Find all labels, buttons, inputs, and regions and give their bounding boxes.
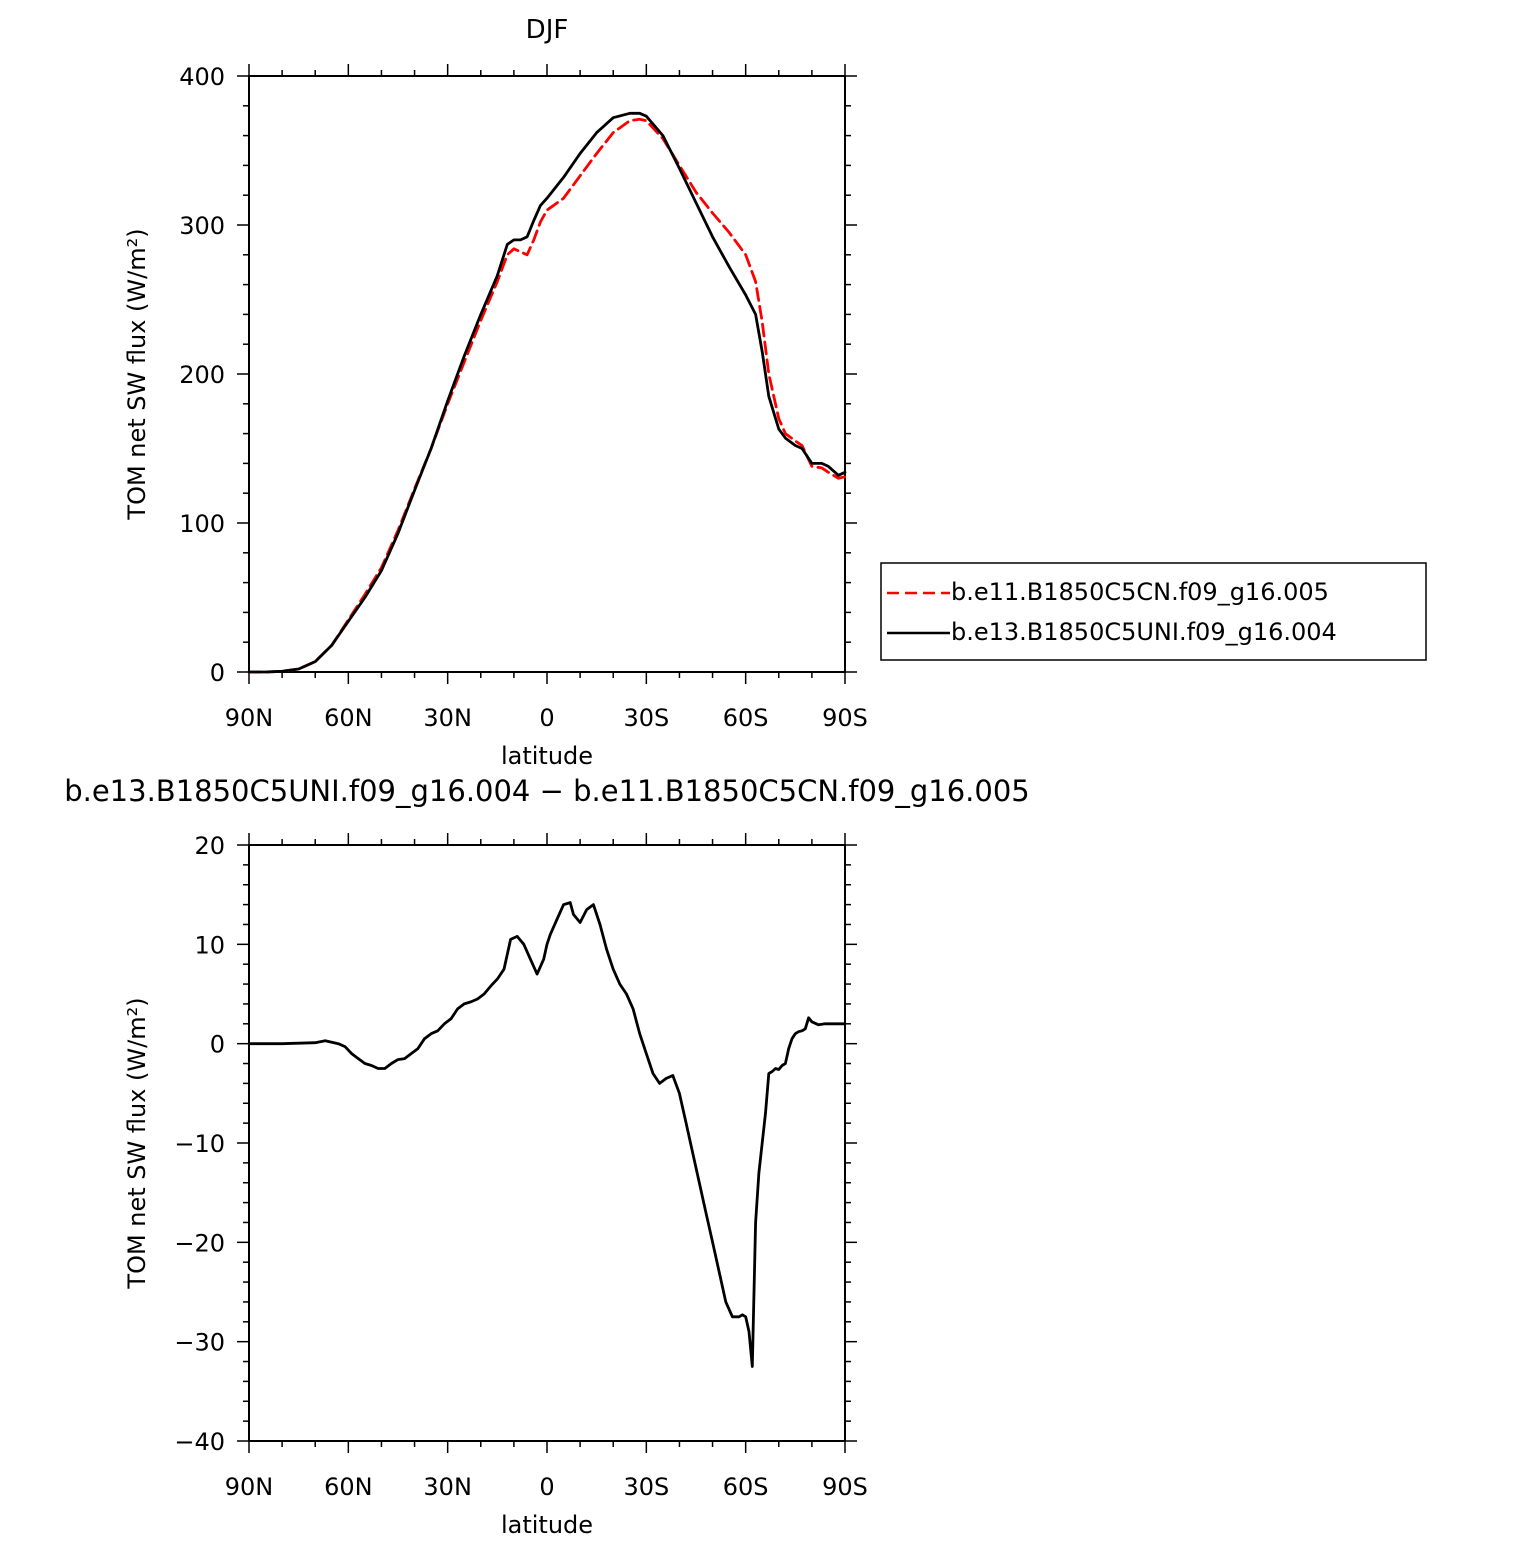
- bottom-x-axis: 90N 60N 30N 0 30S 60S 90S: [225, 833, 868, 1501]
- bottom-x-tick-label: 30S: [623, 1473, 669, 1501]
- legend-box: [880, 562, 1427, 661]
- bottom-series-line-1: [247, 901, 847, 1368]
- bottom-y-tick-label: 10: [194, 931, 225, 959]
- top-y-tick-label: 300: [179, 212, 225, 240]
- top-series-line-1: [247, 117, 847, 674]
- top-y-tick-label: 400: [179, 63, 225, 91]
- bottom-x-tick-label: 90N: [225, 1473, 274, 1501]
- bottom-y-tick-label: 20: [194, 832, 225, 860]
- bottom-y-axis-label: TOM net SW flux (W/m²): [123, 997, 151, 1289]
- top-plot-frame: [248, 75, 846, 673]
- bottom-plot-frame: [248, 844, 846, 1442]
- top-panel: DJF 90N 60N 30N 0 30S 60S 90S 0 100 200 300 400 la…: [123, 15, 868, 770]
- top-x-axis: 90N 60N 30N 0 30S 60S 90S: [225, 64, 868, 732]
- top-y-axis: 0 100 200 300 400: [179, 63, 857, 687]
- bottom-x-tick-label: 60N: [324, 1473, 373, 1501]
- bottom-x-tick-label: 90S: [822, 1473, 868, 1501]
- top-x-tick-label: 60S: [723, 704, 769, 732]
- top-x-axis-label: latitude: [501, 742, 593, 770]
- top-x-tick-label: 60N: [324, 704, 373, 732]
- top-x-tick-label: 90N: [225, 704, 274, 732]
- bottom-x-tick-label: 0: [539, 1473, 554, 1501]
- legend-entry-1: b.e11.B1850C5CN.f09_g16.005: [951, 578, 1329, 606]
- top-series-group: [247, 111, 847, 674]
- bottom-y-tick-label: −40: [174, 1428, 225, 1456]
- legend-entry-2: b.e13.B1850C5UNI.f09_g16.004: [951, 618, 1337, 646]
- bottom-series-group: [247, 901, 847, 1368]
- bottom-x-tick-label: 60S: [723, 1473, 769, 1501]
- bottom-chart-title: b.e13.B1850C5UNI.f09_g16.004 − b.e11.B18…: [64, 774, 1030, 808]
- bottom-y-tick-label: −30: [174, 1329, 225, 1357]
- top-x-tick-label: 0: [539, 704, 554, 732]
- bottom-y-tick-label: −10: [174, 1130, 225, 1158]
- legend: b.e11.B1850C5CN.f09_g16.005 b.e13.B1850C…: [880, 562, 1427, 661]
- top-x-tick-label: 30S: [623, 704, 669, 732]
- top-chart-title: DJF: [526, 15, 569, 45]
- top-x-tick-label: 30N: [423, 704, 472, 732]
- bottom-x-tick-label: 30N: [423, 1473, 472, 1501]
- bottom-panel: b.e13.B1850C5UNI.f09_g16.004 − b.e11.B18…: [64, 774, 1030, 1539]
- top-y-tick-label: 100: [179, 510, 225, 538]
- bottom-y-tick-label: 0: [210, 1031, 225, 1059]
- top-y-tick-label: 0: [210, 659, 225, 687]
- bottom-y-axis: −40 −30 −20 −10 0 10 20: [174, 832, 857, 1456]
- bottom-x-axis-label: latitude: [501, 1511, 593, 1539]
- top-x-tick-label: 90S: [822, 704, 868, 732]
- top-series-line-2: [247, 111, 847, 674]
- top-y-tick-label: 200: [179, 361, 225, 389]
- bottom-y-tick-label: −20: [174, 1229, 225, 1257]
- top-y-axis-label: TOM net SW flux (W/m²): [123, 228, 151, 520]
